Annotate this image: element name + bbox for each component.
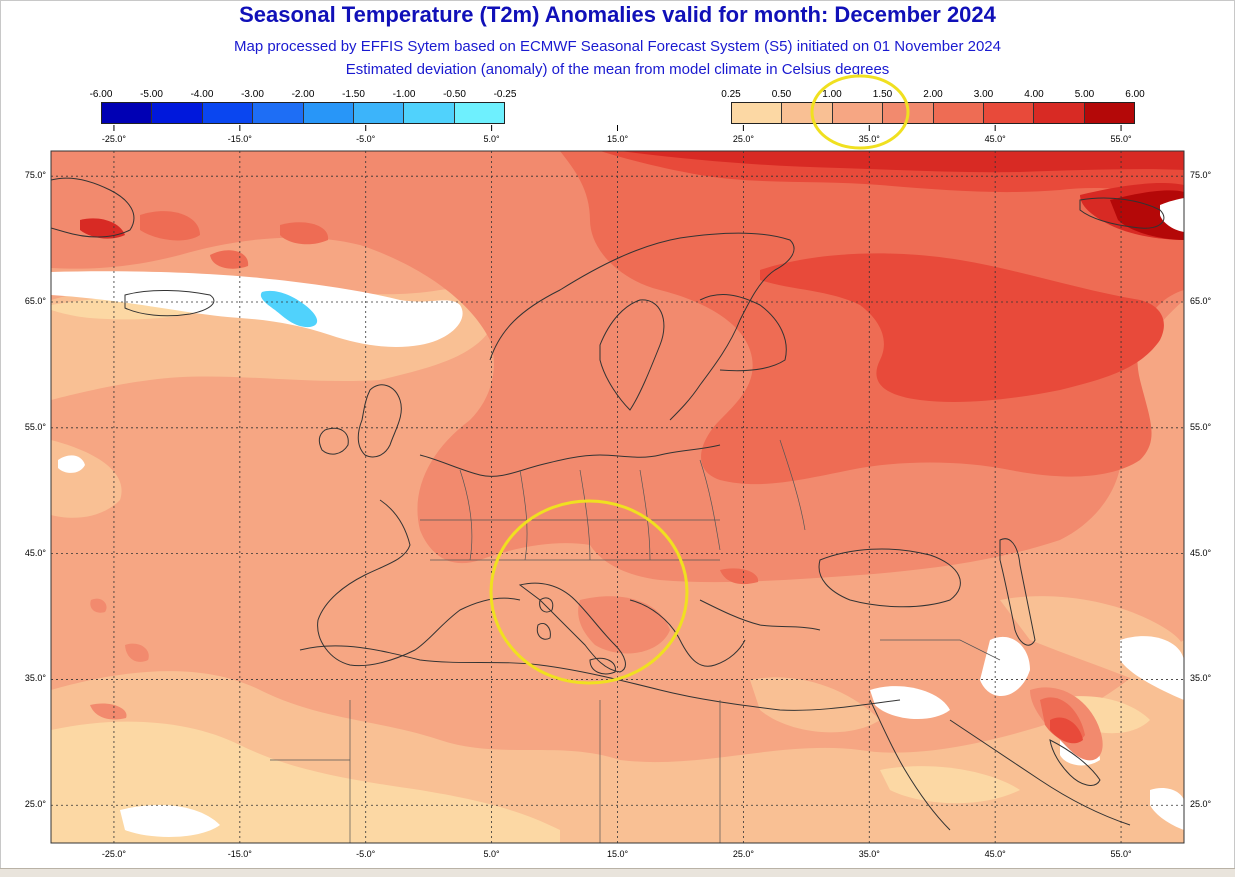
colorbar-positive-label: 1.00 (822, 89, 842, 100)
anomaly-band-5.00-6.00 (1110, 190, 1184, 240)
colorbar-negative-label: -1.50 (342, 89, 365, 100)
colorbar-positive-label: 0.50 (771, 89, 792, 100)
longitude-tick-label: -25.0° (101, 134, 126, 144)
colorbar-positive-swatch (782, 103, 833, 123)
colorbar-positive-swatch (1034, 103, 1085, 123)
longitude-tick-label: -15.0° (227, 849, 252, 859)
map-frame (50, 150, 1185, 844)
colorbar-negative-label: -3.00 (241, 89, 264, 100)
italy-highlight-circle (489, 499, 689, 685)
latitude-tick-label: 65.0° (1190, 295, 1212, 306)
bottom-strip (0, 868, 1235, 877)
colorbar-negative-label: -0.25 (493, 89, 517, 100)
colorbar-positive-label: 4.00 (1024, 89, 1044, 100)
colorbar-positive-swatch (832, 103, 884, 123)
colorbar-negative-label: -6.00 (89, 89, 113, 100)
longitude-tick-label: 15.0° (606, 134, 629, 144)
colorbar-negative-swatch (404, 103, 455, 123)
latitude-tick-label: 45.0° (24, 547, 46, 558)
colorbar-positive-swatch (1084, 103, 1134, 123)
colorbar-negative-label: -0.50 (443, 89, 466, 100)
colorbar-tick-marks (113, 125, 1122, 131)
colorbar-positive-swatch (983, 103, 1035, 123)
colorbar-negative-label: -5.00 (140, 89, 163, 100)
latitude-tick-label: 25.0° (24, 799, 46, 810)
anomaly-band-neutral (51, 271, 1184, 837)
latitude-tick-label: 55.0° (1190, 421, 1212, 432)
longitude-tick-label: -5.0° (356, 849, 376, 859)
latitude-tick-label: 75.0° (1190, 170, 1212, 181)
longitude-tick-label: -5.0° (356, 134, 376, 144)
legend-highlight-circle (810, 74, 910, 150)
latitude-tick-label: 45.0° (1190, 547, 1212, 558)
latitude-tick-label: 25.0° (1190, 799, 1212, 810)
colorbar-positive-label: 2.00 (923, 89, 943, 100)
colorbar-negative-swatch (303, 103, 354, 123)
colorbar-negative-swatch (202, 103, 254, 123)
longitude-tick-label: 25.0° (732, 849, 754, 859)
latitude-tick-label: 35.0° (1190, 673, 1212, 684)
longitude-tick-label: 55.0° (1110, 134, 1132, 144)
colorbar-negative-swatch (454, 103, 504, 123)
country-borders (270, 439, 1001, 843)
colorbar-positive (731, 102, 1135, 124)
colorbar-negative-swatch (253, 103, 304, 123)
colorbar-negative-label: -1.00 (392, 89, 416, 100)
longitude-tick-label: 5.0° (483, 134, 500, 144)
longitude-tick-label: -25.0° (101, 849, 126, 859)
longitude-tick-label: 35.0° (858, 849, 880, 859)
colorbar-negative-label: -2.00 (291, 89, 315, 100)
longitude-tick-label: 35.0° (858, 134, 880, 144)
colorbar-positive-swatch (933, 103, 984, 123)
longitude-tick-label: 45.0° (984, 134, 1006, 144)
latitude-tick-label: 65.0° (24, 295, 46, 306)
subtitle-system: Map processed by EFFIS Sytem based on EC… (233, 38, 1001, 55)
colorbar-negative-swatch (102, 103, 153, 123)
colorbar-positive-swatch (732, 103, 783, 123)
colorbar-negative-label: -4.00 (190, 89, 214, 100)
longitude-tick-label: 15.0° (606, 849, 629, 859)
arctic-gap (1160, 198, 1184, 232)
colorbar-negative-swatch (353, 103, 405, 123)
colorbar-positive-label: 1.50 (872, 89, 893, 100)
colorbar-positive-label: 3.00 (973, 89, 994, 100)
longitude-tick-label: 25.0° (732, 134, 754, 144)
subtitle-description: Estimated deviation (anomaly) of the mea… (345, 61, 890, 78)
colorbar-positive-label: 5.00 (1074, 89, 1095, 100)
longitude-tick-label: 45.0° (984, 849, 1006, 859)
page-title: Seasonal Temperature (T2m) Anomalies val… (239, 2, 996, 27)
longitude-tick-label: 55.0° (1110, 849, 1132, 859)
longitude-tick-label: -15.0° (227, 134, 252, 144)
latitude-tick-label: 55.0° (24, 421, 46, 432)
colorbar-positive-label: 0.25 (721, 89, 741, 100)
anomaly-negative-patch (260, 290, 318, 328)
colorbar-negative (101, 102, 505, 124)
longitude-tick-label: 5.0° (483, 849, 500, 859)
latitude-tick-label: 35.0° (24, 673, 46, 684)
latitude-tick-label: 75.0° (24, 170, 46, 181)
coastlines (51, 177, 1165, 831)
colorbar-positive-label: 6.00 (1125, 89, 1145, 100)
colorbar-negative-swatch (152, 103, 203, 123)
